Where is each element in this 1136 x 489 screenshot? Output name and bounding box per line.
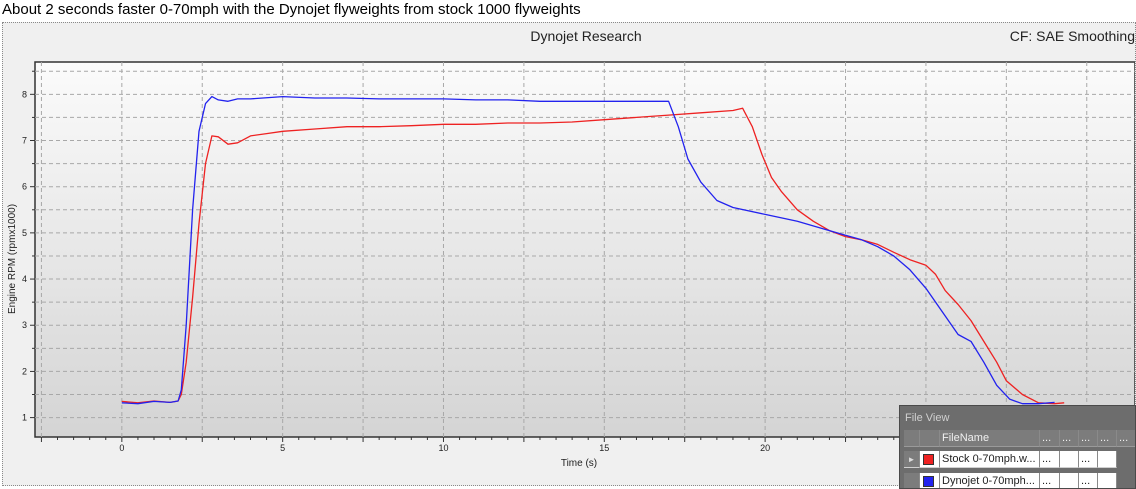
file-view-title: File View — [905, 412, 950, 424]
file-name[interactable]: Stock 0-70mph.w... — [940, 451, 1040, 468]
x-axis-label: Time (s) — [561, 458, 597, 469]
y-tick-label: 1 — [22, 413, 27, 423]
column-header[interactable]: ... — [1117, 430, 1135, 447]
rpm-time-chart: Dynojet Research CF: SAE Smoothing 0 5 10 1… — [7, 28, 1135, 469]
axes: 0 5 10 15 20 1 2 3 4 5 6 7 8 — [22, 70, 1135, 453]
blue-swatch-icon — [923, 476, 934, 487]
chart-title: Dynojet Research — [530, 28, 641, 44]
column-header[interactable]: ... — [1040, 430, 1060, 447]
red-swatch-icon — [923, 454, 934, 465]
file-cell[interactable]: ... — [1079, 473, 1098, 488]
column-header[interactable]: ... — [1060, 430, 1079, 447]
column-header[interactable]: ... — [1079, 430, 1098, 447]
file-cell[interactable] — [1060, 451, 1079, 468]
filename-column-header[interactable]: FileName — [940, 430, 1040, 447]
chart-subtitle: CF: SAE Smoothing — [1010, 28, 1135, 44]
file-view-header-row: FileName ... ... ... ... ... — [904, 430, 1135, 447]
y-tick-label: 8 — [22, 89, 27, 99]
file-cell[interactable] — [1098, 451, 1117, 468]
row-selector-arrow-icon[interactable]: ► — [904, 451, 920, 468]
color-swatch-cell[interactable] — [920, 451, 940, 468]
y-axis-label: Engine RPM (rpmx1000) — [7, 204, 18, 314]
y-tick-label: 2 — [22, 366, 27, 376]
file-cell[interactable]: ... — [1040, 451, 1060, 468]
x-tick-label: 20 — [760, 443, 770, 453]
column-header[interactable]: ... — [1098, 430, 1117, 447]
file-row-stock[interactable]: ► Stock 0-70mph.w... ... ... — [904, 451, 1135, 468]
y-tick-label: 7 — [22, 136, 27, 146]
row-selector[interactable] — [904, 473, 920, 488]
x-tick-label: 15 — [599, 443, 609, 453]
color-column-header — [920, 430, 940, 447]
file-cell[interactable]: ... — [1079, 451, 1098, 468]
file-cell[interactable]: ... — [1040, 473, 1060, 488]
series-layer — [121, 95, 1065, 405]
file-name[interactable]: Dynojet 0-70mph... — [940, 473, 1040, 488]
y-tick-label: 4 — [22, 274, 27, 284]
x-tick-label: 5 — [280, 443, 285, 453]
plot-area — [34, 61, 1135, 438]
x-tick-label: 0 — [119, 443, 124, 453]
color-swatch-cell[interactable] — [920, 473, 940, 488]
x-tick-label: 10 — [438, 443, 448, 453]
file-view-panel[interactable]: File View FileName ... ... ... ... ... ►… — [899, 405, 1136, 489]
series-line-dynojet — [121, 95, 1055, 405]
chart-frame: Dynojet Research CF: SAE Smoothing 0 5 10 1… — [2, 22, 1136, 486]
grid-lines — [35, 62, 1135, 437]
y-tick-label: 5 — [22, 228, 27, 238]
caption: About 2 seconds faster 0-70mph with the … — [2, 1, 581, 18]
row-header-corner — [904, 430, 920, 447]
y-tick-label: 3 — [22, 320, 27, 330]
file-cell[interactable] — [1060, 473, 1079, 488]
y-tick-label: 6 — [22, 182, 27, 192]
file-cell[interactable] — [1098, 473, 1117, 488]
file-row-dynojet[interactable]: Dynojet 0-70mph... ... ... — [904, 473, 1135, 488]
series-line-stock — [121, 107, 1065, 405]
